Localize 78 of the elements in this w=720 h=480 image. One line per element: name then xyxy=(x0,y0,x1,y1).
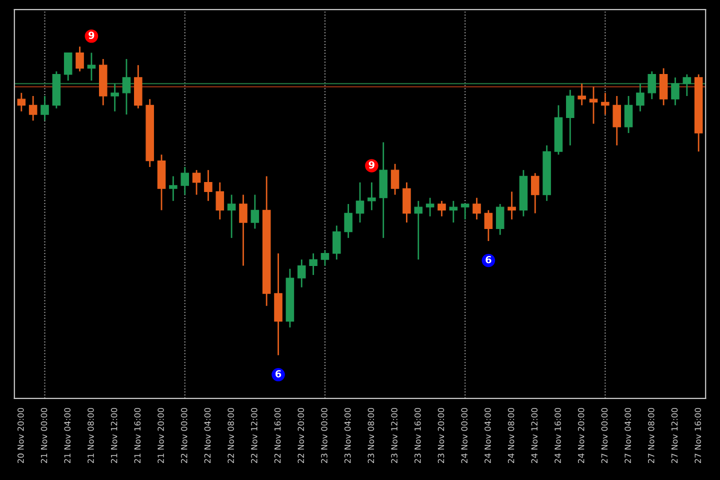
candlestick xyxy=(648,70,656,100)
x-tick-label: 24 Nov 04:00 xyxy=(484,408,491,463)
candlestick xyxy=(192,169,201,196)
candlestick xyxy=(28,95,38,122)
x-tick-label: 24 Nov 16:00 xyxy=(554,408,561,463)
x-tick-label: 27 Nov 04:00 xyxy=(624,408,631,463)
x-tick-label: 27 Nov 16:00 xyxy=(694,408,702,463)
candlestick xyxy=(460,203,470,220)
x-tick-label: 24 Nov 12:00 xyxy=(531,408,538,463)
x-tick-label: 21 Nov 20:00 xyxy=(158,408,164,463)
x-tick-label: 23 Nov 16:00 xyxy=(414,408,421,463)
candlestick xyxy=(530,172,540,214)
candlestick xyxy=(671,76,680,106)
x-tick-label: 21 Nov 04:00 xyxy=(64,408,71,463)
candlestick xyxy=(76,46,84,72)
annotation: 6 xyxy=(275,370,282,378)
candlestick xyxy=(169,176,178,202)
x-tick-label: 22 Nov 04:00 xyxy=(204,408,211,463)
x-tick-label: 22 Nov 20:00 xyxy=(298,408,304,463)
candlestick xyxy=(449,200,458,224)
candlestick xyxy=(508,190,516,220)
candlestick xyxy=(636,82,644,112)
x-tick-label: 24 Nov 00:00 xyxy=(461,408,468,463)
candlestick xyxy=(589,86,598,124)
candlestick xyxy=(624,95,633,134)
x-tick-label: 27 Nov 12:00 xyxy=(671,408,678,463)
candlestick xyxy=(682,74,692,97)
candlestick xyxy=(227,194,236,239)
x-tick-label: 23 Nov 08:00 xyxy=(368,408,374,463)
candlestick xyxy=(368,182,376,211)
candlestick xyxy=(64,52,72,82)
candlestick xyxy=(122,58,131,116)
candlestick xyxy=(414,200,423,260)
x-tick-label: 24 Nov 20:00 xyxy=(578,408,584,463)
x-tick-label: 22 Nov 16:00 xyxy=(274,408,281,463)
x-tick-label: 21 Nov 16:00 xyxy=(134,408,141,463)
x-tick-label: 22 Nov 08:00 xyxy=(228,408,234,463)
x-tick-label: 23 Nov 00:00 xyxy=(321,408,328,463)
annotation: 6 xyxy=(486,256,492,264)
candlestick xyxy=(390,163,400,196)
x-tick-label: 21 Nov 12:00 xyxy=(110,408,118,463)
candlestick xyxy=(40,95,49,122)
candlestick xyxy=(578,82,586,106)
x-tick-label: 27 Nov 00:00 xyxy=(601,408,608,463)
candlestick xyxy=(612,95,622,146)
candlestick xyxy=(601,92,610,116)
candlestick xyxy=(320,250,330,266)
x-tick-label: 23 Nov 04:00 xyxy=(344,408,351,463)
candlestick xyxy=(180,166,190,196)
candlestick xyxy=(496,203,504,236)
x-tick-label: 22 Nov 00:00 xyxy=(180,408,188,463)
x-tick-label: 22 Nov 12:00 xyxy=(251,408,258,463)
candlestick xyxy=(216,182,224,220)
candlestick xyxy=(472,197,481,220)
x-tick-label: 21 Nov 08:00 xyxy=(88,408,94,463)
candlestick xyxy=(204,169,212,202)
candlestick xyxy=(484,209,493,242)
candlestick xyxy=(356,182,364,224)
candlestick xyxy=(297,258,306,288)
candlestick xyxy=(438,200,446,218)
candlestick xyxy=(344,203,352,239)
candlestick xyxy=(87,52,96,82)
annotation: 9 xyxy=(88,32,94,39)
x-tick-label: 20 Nov 20:00 xyxy=(18,408,24,463)
x-tick-label: 24 Nov 08:00 xyxy=(508,408,514,463)
candlestick xyxy=(17,92,26,112)
candlestick xyxy=(250,194,260,230)
candlestick xyxy=(239,194,248,266)
x-tick-label: 23 Nov 20:00 xyxy=(438,408,444,463)
candlestick xyxy=(309,252,318,276)
candlestick xyxy=(332,224,341,260)
candlestick xyxy=(426,197,434,218)
annotation: 9 xyxy=(368,161,374,169)
x-tick-label: 23 Nov 12:00 xyxy=(391,408,398,463)
x-tick-label: 27 Nov 08:00 xyxy=(648,408,654,463)
candlestick xyxy=(566,89,574,146)
x-tick-label: 21 Nov 00:00 xyxy=(40,408,48,463)
candlestick xyxy=(110,82,119,112)
